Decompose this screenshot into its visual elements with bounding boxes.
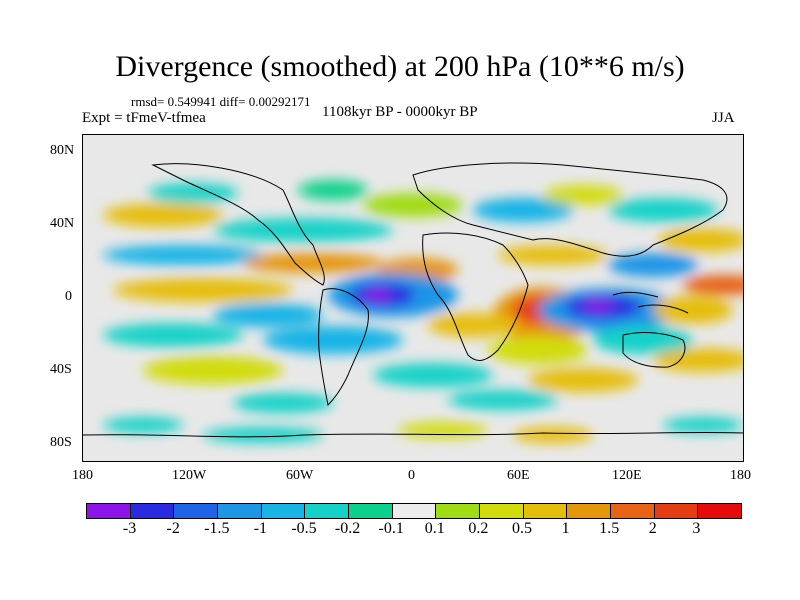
antarctica-coast: [83, 431, 743, 438]
colorbar-tick-label: -3: [122, 520, 137, 537]
colorbar-tick-label: 0.2: [468, 520, 489, 537]
anomaly-blob: [364, 289, 392, 301]
anomaly-blob: [263, 326, 403, 354]
colorbar-swatch: [611, 504, 655, 518]
colorbar-swatch: [567, 504, 612, 518]
anomaly-blob: [683, 275, 743, 295]
anomaly-blob: [543, 185, 623, 205]
anomaly-blob: [113, 278, 293, 302]
anomaly-blob: [608, 198, 718, 222]
anomaly-blob: [653, 296, 733, 324]
anomaly-blob: [398, 422, 488, 438]
y-label-equator: 0: [65, 289, 72, 304]
colorbar-swatch: [698, 504, 742, 518]
anomaly-blob: [213, 303, 323, 327]
anomaly-blob: [498, 245, 608, 265]
anomaly-blob: [528, 368, 638, 392]
anomaly-blob: [298, 180, 368, 200]
africa-coast: [422, 232, 529, 361]
colorbar-tick-label: -0.5: [291, 520, 317, 537]
anomaly-blob: [203, 427, 323, 443]
colorbar-swatch: [392, 504, 437, 518]
plot-title: Divergence (smoothed) at 200 hPa (10**6 …: [115, 50, 685, 83]
colorbar-swatch: [480, 504, 524, 518]
x-label-60e: 60E: [507, 468, 530, 483]
anomaly-blob: [148, 183, 238, 203]
colorbar-tick-label: 2: [648, 520, 657, 537]
y-label-40n: 40N: [50, 216, 75, 231]
y-label-40s: 40S: [50, 362, 72, 377]
colorbar-swatch: [654, 504, 699, 518]
maritime-continent-coast: [612, 291, 689, 314]
rmsd-diff-stats: rmsd= 0.549941 diff= 0.00292171: [131, 94, 311, 109]
australia-coast: [622, 332, 686, 368]
colorbar-swatch: [436, 504, 481, 518]
anomaly-blob: [143, 356, 283, 384]
colorbar-swatch: [218, 504, 262, 518]
anomaly-blob: [363, 193, 463, 217]
x-label-60w: 60W: [286, 468, 314, 483]
divergence-field: [83, 135, 743, 461]
x-label-120e: 120E: [612, 468, 642, 483]
x-label-180e: 180: [730, 468, 751, 483]
anomaly-blob: [103, 417, 183, 433]
anomaly-blob: [428, 313, 518, 337]
anomaly-blob: [103, 323, 243, 347]
anomaly-blob: [663, 417, 743, 433]
colorbar-swatch: [523, 504, 568, 518]
anomaly-blob: [608, 253, 698, 277]
anomaly-blob: [473, 198, 573, 222]
anomaly-blob: [213, 218, 393, 242]
divergence-map: [82, 134, 744, 462]
anomaly-blob: [513, 427, 593, 443]
anomaly-blob: [448, 390, 558, 410]
colorbar-tick-label: 0.1: [424, 520, 445, 537]
colorbar-tick-label: -2: [166, 520, 180, 537]
colorbar-swatch: [349, 504, 393, 518]
time-period-label: 1108kyr BP - 0000kyr BP: [322, 104, 478, 120]
anomaly-blob: [373, 363, 493, 387]
colorbar-swatch: [305, 504, 350, 518]
y-label-80n: 80N: [50, 143, 75, 158]
colorbar-tick-label: 1: [561, 520, 570, 537]
colorbar-tick-label: 3: [692, 520, 701, 537]
anomaly-blob: [653, 348, 743, 372]
colorbar-tick-label: 1.5: [599, 520, 620, 537]
colorbar-swatch: [130, 504, 175, 518]
x-label-0: 0: [408, 468, 415, 483]
colorbar-tick-label: -1.5: [204, 520, 230, 537]
anomaly-blob: [103, 245, 263, 265]
colorbar-swatch: [87, 504, 131, 518]
anomaly-blob: [103, 203, 223, 227]
x-label-120w: 120W: [172, 468, 207, 483]
colorbar: [86, 503, 742, 519]
experiment-label: Expt = tFmeV-tfmea: [82, 110, 206, 126]
anomaly-blob: [243, 253, 383, 273]
y-label-80s: 80S: [50, 435, 72, 450]
colorbar-tick-label: -0.2: [334, 520, 361, 537]
colorbar-tick-label: -0.1: [378, 520, 404, 537]
south-america-coast: [318, 288, 369, 407]
north-america-coast: [151, 163, 325, 286]
anomaly-blob: [488, 336, 588, 364]
anomaly-blob: [582, 299, 614, 311]
x-label-180w: 180: [72, 468, 93, 483]
coastlines: [83, 162, 743, 438]
eurasia-coast: [412, 162, 728, 257]
colorbar-swatch: [261, 504, 306, 518]
anomaly-blob: [593, 326, 693, 354]
colorbar-tick-label: 0.5: [512, 520, 532, 537]
divergence-anomalies: [103, 180, 743, 443]
colorbar-swatch: [174, 504, 219, 518]
season-label: JJA: [712, 110, 735, 126]
anomaly-blob: [233, 393, 333, 413]
colorbar-tick-label: -1: [253, 520, 268, 537]
